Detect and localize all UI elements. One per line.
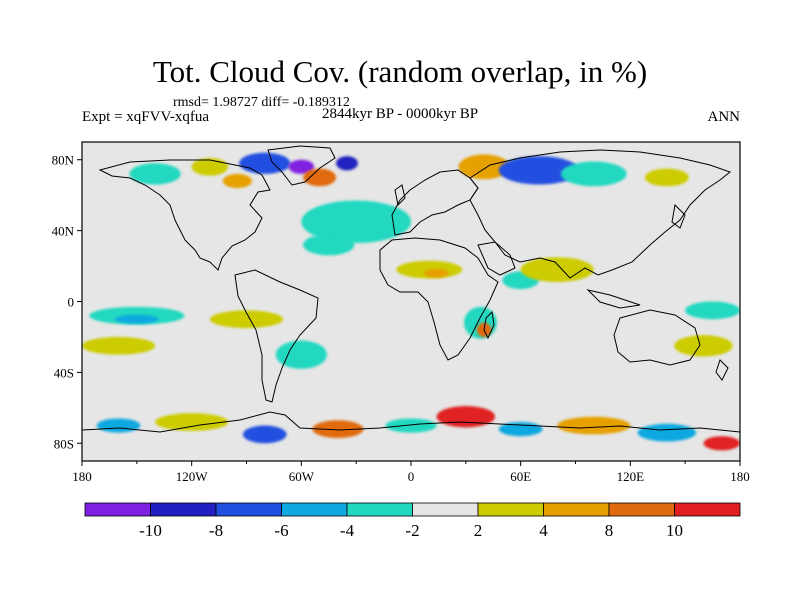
coast-north-america xyxy=(98,159,271,271)
colorbar-swatch xyxy=(674,502,741,517)
experiment-label: Expt = xqFVV-xqfua xyxy=(82,109,210,125)
x-tick-label: 60E xyxy=(510,469,531,484)
x-tick-label: 120E xyxy=(617,469,645,484)
colorbar-swatch xyxy=(543,502,610,517)
anomaly-patch xyxy=(336,156,358,171)
coast-africa xyxy=(379,237,499,361)
anomaly-patch xyxy=(498,156,580,185)
anomaly-patch xyxy=(560,161,627,187)
page-title: Tot. Cloud Cov. (random overlap, in %) xyxy=(152,54,648,89)
anomaly-patch xyxy=(96,418,141,433)
anomaly-patch xyxy=(637,423,697,442)
coast-uk xyxy=(394,184,406,207)
x-tick-label: 120W xyxy=(176,469,209,484)
coast-japan xyxy=(671,203,686,229)
colorbar: -10 -8 -6 -4 -2 2 4 8 10 xyxy=(84,502,741,540)
coast-asia xyxy=(469,149,732,279)
colorbar-swatch xyxy=(215,502,282,517)
x-tick-label: 180 xyxy=(730,469,750,484)
anomaly-patch xyxy=(209,310,284,329)
x-tick-label: 180 xyxy=(72,469,92,484)
anomaly-patch xyxy=(703,436,740,451)
anomaly-patch xyxy=(82,336,156,355)
stats-label: rmsd= 1.98727 diff= -0.189312 xyxy=(173,95,350,110)
coast-south-america xyxy=(234,269,319,403)
anomaly-patch xyxy=(222,173,252,189)
anomaly-patch xyxy=(557,416,631,435)
anomaly-patch xyxy=(674,335,733,357)
coast-australia xyxy=(613,309,701,366)
x-tick-label: 60W xyxy=(289,469,315,484)
coast-arabia xyxy=(477,241,516,276)
colorbar-swatch xyxy=(412,502,479,517)
colorbar-label: 4 xyxy=(539,521,548,540)
colorbar-label: -6 xyxy=(274,521,288,540)
period-label: 2844kyr BP - 0000kyr BP xyxy=(322,106,479,122)
anomaly-patch xyxy=(301,200,411,244)
anomaly-patch xyxy=(458,154,510,180)
y-tick-label: 0 xyxy=(68,295,75,310)
anomaly-patch xyxy=(288,159,315,174)
anomaly-patch xyxy=(520,257,594,283)
colorbar-label: -8 xyxy=(209,521,223,540)
x-tick-label: 0 xyxy=(408,469,415,484)
anomaly-patch xyxy=(129,163,181,185)
anomaly-patch xyxy=(644,168,689,187)
colorbar-swatch xyxy=(477,502,544,517)
anomaly-patch xyxy=(242,425,287,444)
anomaly-patch xyxy=(114,314,159,324)
colorbar-label: 10 xyxy=(666,521,683,540)
map-panel: 180 120W 60W 0 60E 120E 180 80N 40N 0 40S 80S xyxy=(52,141,750,484)
anomaly-patch xyxy=(685,301,740,320)
anomaly-patch xyxy=(436,406,496,428)
coast-madagascar xyxy=(483,310,495,340)
anomaly-patch xyxy=(155,413,229,431)
colorbar-swatch xyxy=(608,502,675,517)
coastlines xyxy=(82,145,740,433)
season-label: ANN xyxy=(707,109,741,125)
colorbar-swatch xyxy=(84,502,151,517)
anomaly-patch xyxy=(423,268,450,278)
coast-antarctica xyxy=(82,411,740,433)
anomaly-patch xyxy=(275,340,327,369)
anomaly-patch xyxy=(191,157,229,176)
anomaly-patch xyxy=(303,168,337,187)
colorbar-label: 2 xyxy=(474,521,483,540)
coast-greenland xyxy=(267,145,336,186)
y-tick-label: 40N xyxy=(52,224,75,239)
colorbar-swatch xyxy=(150,502,217,517)
anomaly-layer xyxy=(82,152,740,451)
colorbar-label: -10 xyxy=(139,521,162,540)
y-tick-label: 80S xyxy=(54,436,74,451)
coast-new-zealand xyxy=(715,359,729,381)
colorbar-label: 8 xyxy=(605,521,614,540)
colorbar-swatch xyxy=(346,502,413,517)
anomaly-patch xyxy=(303,234,355,256)
coast-indonesia xyxy=(586,289,641,309)
colorbar-label: -4 xyxy=(340,521,355,540)
colorbar-label: -2 xyxy=(405,521,419,540)
anomaly-patch xyxy=(239,152,291,174)
y-tick-label: 80N xyxy=(52,153,75,168)
colorbar-swatch xyxy=(281,502,348,517)
map-axes: 180 120W 60W 0 60E 120E 180 80N 40N 0 40S 80S xyxy=(52,153,750,484)
anomaly-patch xyxy=(385,418,437,433)
y-tick-label: 40S xyxy=(54,365,74,380)
anomaly-patch xyxy=(312,420,364,438)
